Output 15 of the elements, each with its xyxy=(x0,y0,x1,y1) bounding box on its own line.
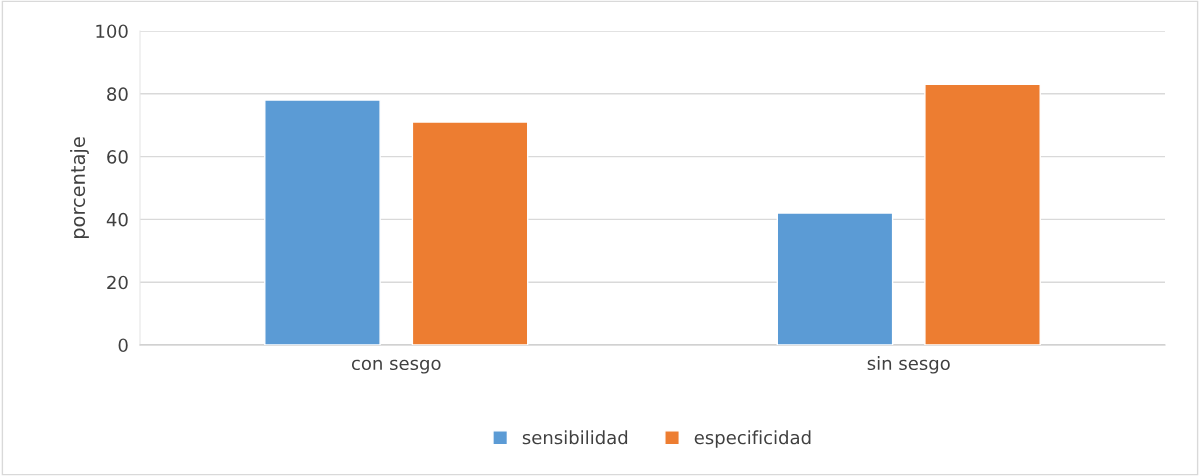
y-tick-label: 60 xyxy=(107,150,128,164)
x-tick-label: con sesgo xyxy=(351,359,441,374)
y-tick-label: 0 xyxy=(118,338,128,353)
bar xyxy=(411,121,529,345)
x-tick-label: sin sesgo xyxy=(867,356,950,374)
bar xyxy=(776,212,894,345)
y-tick-label: 40 xyxy=(106,212,128,227)
legend-label: sensibilidad xyxy=(522,430,628,445)
bar xyxy=(924,83,1041,345)
bar xyxy=(264,99,381,345)
legend-label: especificidad xyxy=(694,430,811,448)
y-tick-label: 20 xyxy=(107,275,128,290)
y-tick-label: 100 xyxy=(96,24,128,39)
y-tick-label: 80 xyxy=(107,87,128,101)
y-axis-title: porcentaje xyxy=(70,137,89,239)
